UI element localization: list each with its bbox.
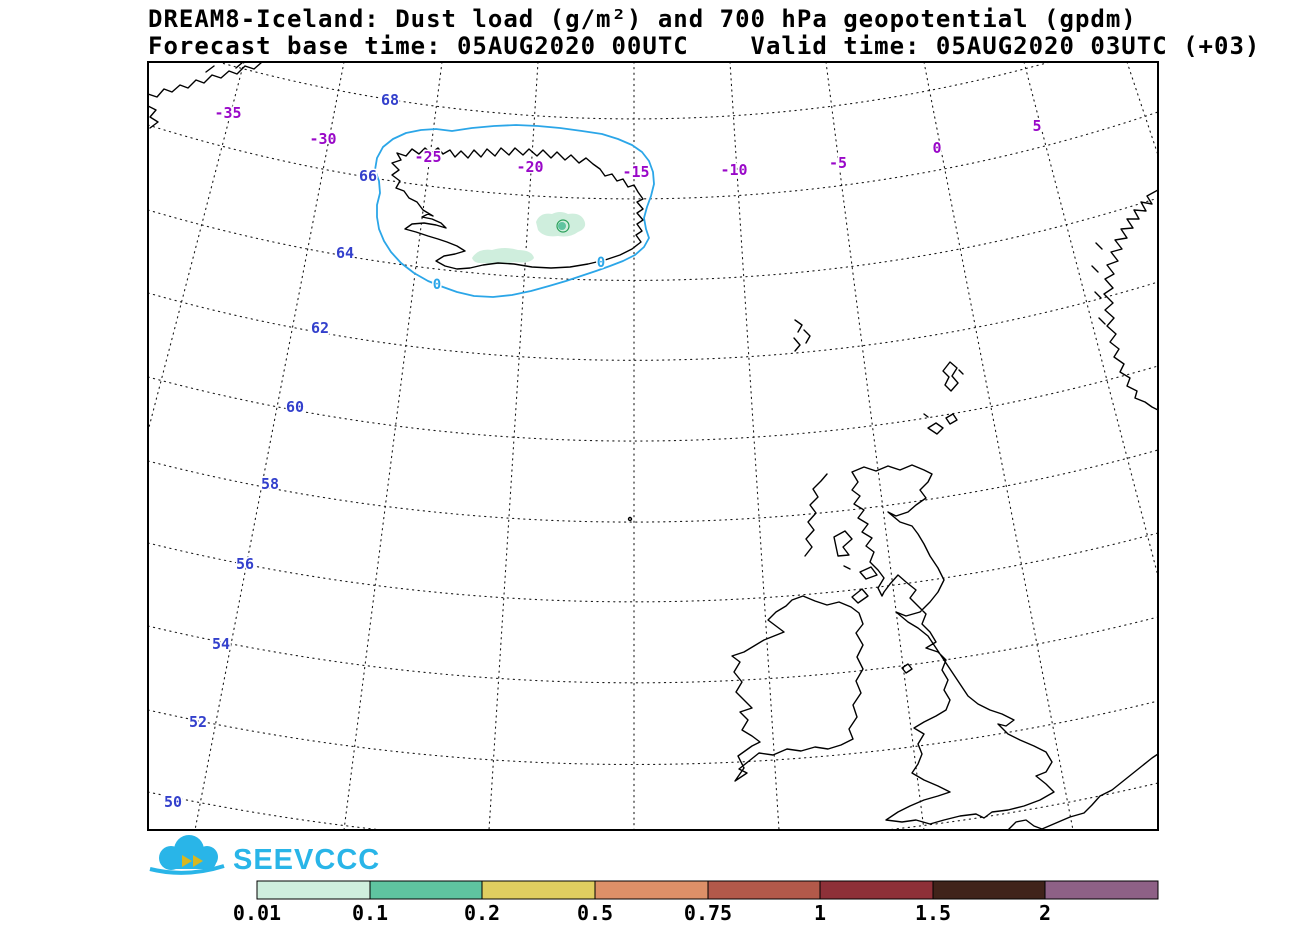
- coastlines: [148, 62, 1158, 830]
- lat-label: 58: [261, 475, 279, 493]
- coastline-france: [1007, 753, 1158, 830]
- lat-label: 68: [381, 91, 399, 109]
- longitude-line: [923, 62, 1074, 830]
- longitude-line: [194, 62, 345, 830]
- legend-swatch: [256, 880, 371, 900]
- dust-patch-peak-contour: [556, 219, 570, 233]
- latitude-line: [148, 700, 1158, 766]
- coastline-iceland: [391, 147, 644, 270]
- legend-tick-label: 0.01: [233, 901, 281, 925]
- legend-tick-label: 1: [814, 901, 826, 925]
- latitude-line: [148, 197, 1158, 281]
- longitude-line: [1126, 62, 1158, 156]
- map-subtitle: Forecast base time: 05AUG2020 00UTC Vali…: [148, 32, 1261, 60]
- latitude-line: [148, 532, 1158, 603]
- map-title: DREAM8-Iceland: Dust load (g/m²) and 700…: [148, 5, 1137, 33]
- legend-tick-label: 0.2: [464, 901, 500, 925]
- dust-load-shading: [472, 212, 586, 265]
- legend-swatch: [481, 880, 596, 900]
- legend-swatch: [932, 880, 1046, 900]
- coastline-islay: [851, 588, 869, 604]
- longitude-line: [1023, 62, 1158, 577]
- longitude-labels: -35 -30 -25 -20 -15 -10 -5 0 5: [213, 103, 1043, 183]
- legend-tick-label: 0.75: [684, 901, 732, 925]
- chevron-right-icon: [193, 855, 203, 867]
- legend-tick-label: 1.5: [915, 901, 951, 925]
- contour-zero-label: 0: [597, 255, 605, 271]
- dust-contour-zero: [374, 124, 655, 298]
- lat-label: 50: [164, 793, 182, 811]
- longitude-line: [488, 62, 539, 830]
- lat-label: 56: [236, 555, 254, 573]
- coastline-st-kilda: [627, 516, 633, 522]
- cloud-icon: [159, 835, 218, 870]
- contour-labels: 0 0: [431, 254, 606, 295]
- latitude-labels: 68 66 64 62 60 58 56 54 52 50: [162, 90, 400, 813]
- coastline-greenland: [148, 62, 263, 98]
- legend-swatch: [819, 880, 934, 900]
- coastline-mull: [843, 565, 878, 580]
- lon-label: -20: [516, 158, 543, 176]
- lat-label: 60: [286, 398, 304, 416]
- longitude-line: [729, 62, 780, 830]
- coastline-isle-of-man: [901, 663, 913, 674]
- graticule: [148, 62, 1158, 830]
- legend-swatch: [707, 880, 821, 900]
- coastline-faroe-islands: [793, 319, 811, 352]
- lon-label: 5: [1032, 117, 1041, 135]
- lon-label: -10: [720, 161, 747, 179]
- latitude-line: [148, 449, 1158, 523]
- coastline-orkney: [923, 413, 958, 435]
- coastline-skye: [833, 530, 853, 557]
- coastline-shetland: [942, 361, 964, 392]
- lat-label: 52: [189, 713, 207, 731]
- cloud-swoosh: [149, 864, 225, 875]
- lat-label: 64: [336, 244, 354, 262]
- coastline-norway: [1103, 189, 1158, 411]
- dust-patch-peak: [558, 222, 566, 230]
- coastline-outer-hebrides: [804, 473, 828, 557]
- lon-label: -30: [309, 130, 336, 148]
- latitude-line: [148, 791, 383, 830]
- lon-label: -5: [829, 154, 847, 172]
- chevrons-icon: [182, 855, 203, 867]
- legend-swatch: [594, 880, 709, 900]
- map-frame: [147, 61, 1159, 831]
- chevron-right-icon: [182, 855, 192, 867]
- lon-label: -35: [214, 104, 241, 122]
- legend-tick-label: 2: [1039, 901, 1051, 925]
- contour-zero-label: 0: [433, 277, 441, 293]
- longitude-line: [825, 62, 925, 830]
- lat-label: 62: [311, 319, 329, 337]
- lat-label: 66: [359, 167, 377, 185]
- coastline-great-britain: [851, 464, 1055, 825]
- color-scale-legend: 0.01 0.1 0.2 0.5 0.75 1 1.5 2: [233, 880, 1159, 925]
- lon-label: -15: [622, 163, 649, 181]
- dust-patch-south: [472, 248, 534, 265]
- legend-swatch: [369, 880, 483, 900]
- latitude-line: [148, 365, 1158, 442]
- coastline-norway-islands: [1091, 242, 1106, 325]
- lat-label: 54: [212, 635, 230, 653]
- seevccc-logo: SEEVCCC: [149, 835, 380, 876]
- longitude-line: [343, 62, 443, 830]
- legend-tick-label: 0.1: [352, 901, 388, 925]
- legend-tick-label: 0.5: [577, 901, 613, 925]
- map-title-block: DREAM8-Iceland: Dust load (g/m²) and 700…: [148, 6, 1260, 60]
- lon-label: 0: [932, 139, 941, 157]
- latitude-line: [148, 616, 1158, 684]
- legend-swatch: [1044, 880, 1159, 900]
- logo-text: SEEVCCC: [233, 844, 380, 876]
- coastline-ireland: [731, 595, 864, 782]
- lon-label: -25: [414, 148, 441, 166]
- longitude-line: [148, 62, 245, 432]
